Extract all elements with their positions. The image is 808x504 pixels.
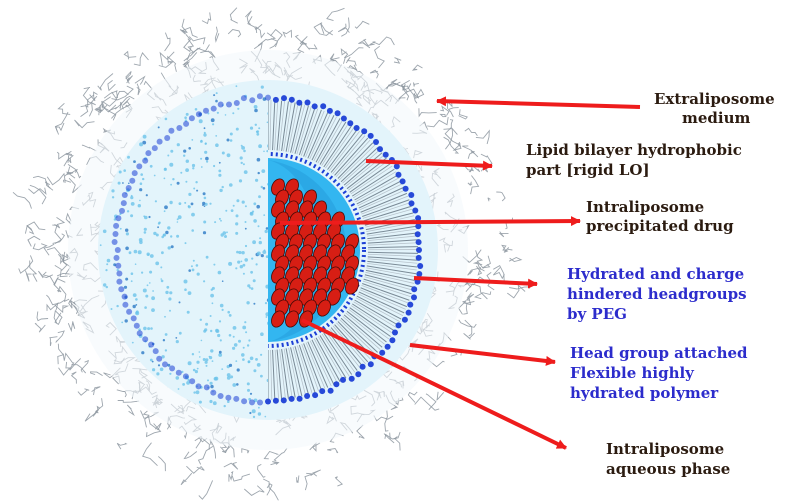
label-lipid-bilayer: Lipid bilayer hydrophobic part [rigid LO… bbox=[526, 141, 747, 179]
label-flexible-polymer: Head group attached Flexible highly hydr… bbox=[570, 344, 753, 402]
label-extraliposome-medium: Extraliposome medium bbox=[654, 90, 780, 127]
arrow-extraliposome-medium bbox=[437, 101, 640, 107]
label-hydrated-headgroups: Hydrated and charge hindered headgroups … bbox=[567, 265, 752, 323]
arrow-precipitated-drug bbox=[280, 221, 580, 223]
label-aqueous-phase: Intraliposome aqueous phase bbox=[606, 440, 730, 478]
label-precipitated-drug: Intraliposome precipitated drug bbox=[586, 198, 734, 235]
labels: Extraliposome medium Lipid bilayer hydro… bbox=[526, 90, 780, 478]
